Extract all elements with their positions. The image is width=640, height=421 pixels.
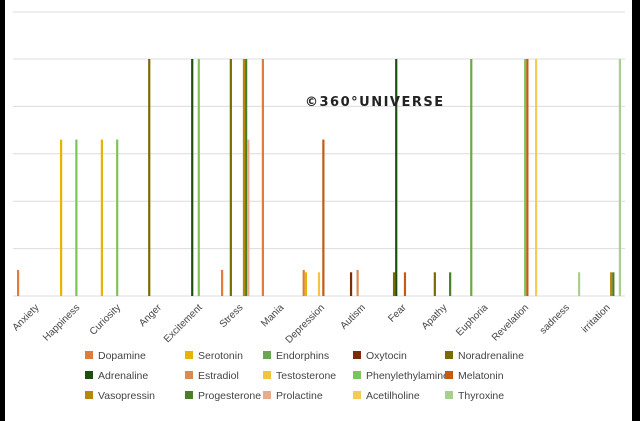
bar-oxytocin-autism [349,272,353,296]
x-tick-label: sadness [538,302,572,336]
watermark: ©360°UNIVERSE [305,95,445,110]
legend-swatch [185,371,193,379]
bar-dopamine-mania [261,59,264,296]
bar-phenylethylamine-revelation [524,59,527,296]
bar-vasopressin-stress [242,59,246,296]
legend-label: Endorphins [276,350,329,362]
x-tick-label: Curiosity [88,302,123,337]
legend-swatch [85,351,93,359]
x-tick-label: Apathy [420,302,450,332]
legend-label: Prolactine [276,390,323,402]
bar-progesterone-stress [245,59,248,296]
legend-label: Acetilholine [366,390,420,402]
bar-endorphins-euphoria [470,59,473,296]
bar-thyroxine-sadness [578,272,581,296]
x-tick-label: Depression [284,302,328,346]
legend-label: Serotonin [198,350,243,362]
legend-swatch [353,391,361,399]
legend-swatch [445,371,453,379]
legend-label: Phenylethylamine [366,370,449,382]
x-tick-label: Excitement [162,302,205,345]
x-tick-label: Happiness [41,302,82,343]
legend-swatch [353,371,361,379]
x-tick-label: Mania [259,302,286,329]
bar-dopamine-depression [302,269,305,296]
bar-phenylethylamine-curiosity [116,139,119,296]
legend-label: Testosterone [276,370,336,382]
legend-label: Oxytocin [366,350,407,362]
chart-svg: Anxiety Happiness Curiosity AngerExcitement… [11,11,625,402]
bar-estradiol-autism [356,269,359,296]
bar-vasopressin-irritation [610,272,613,296]
bar-noradrenaline-fear [392,272,396,296]
bar-adrenaline-excitement [191,59,194,296]
bar-melatonin-depression [322,139,325,296]
legend-swatch [85,391,93,399]
legend-label: Thyroxine [458,390,504,402]
legend-swatch [353,351,361,359]
x-tick-labels: Anxiety Happiness Curiosity AngerExcitement… [11,302,613,346]
legend-label: Estradiol [198,370,239,382]
bar-phenylethylamine-happiness [75,139,78,296]
bar-acetilholine-revelation [535,59,538,296]
legend-label: Dopamine [98,350,146,362]
bar-adrenaline-fear [395,59,398,296]
x-tick-label: Revelation [490,302,531,343]
bar-dopamine-stress [221,269,224,296]
legend-swatch [263,391,271,399]
x-tick-label: Fear [386,302,409,325]
legend-swatch [263,351,271,359]
bar-melatonin-fear [403,272,407,296]
legend-swatch [185,391,193,399]
bar-progesterone-irritation [612,272,615,296]
legend-swatch [185,351,193,359]
legend-label: Noradrenaline [458,350,524,362]
legend-swatch [263,371,271,379]
legend-label: Melatonin [458,370,504,382]
x-tick-label: Autism [339,302,368,331]
legend-swatch [85,371,93,379]
bar-prolactine-stress [247,139,250,296]
bar-testosterone-depression [317,272,321,296]
chart-frame: Anxiety Happiness Curiosity Anger Excitement… [5,0,632,421]
bar-dopamine-anxiety [17,269,20,296]
legend-label: Vasopressin [98,390,155,402]
x-tick-label: Anger [137,302,164,329]
legend-label: Progesterone [198,390,261,402]
bar-serotonin-happiness [59,139,63,296]
x-tick-label: Anxiety [11,302,42,333]
x-tick-label: Euphoria [454,302,490,338]
legend-swatch [445,391,453,399]
legend-label: Adrenaline [98,370,148,382]
x-tick-label: Stress [218,302,246,330]
bar-noradrenaline-apathy [433,272,436,296]
bar-thyroxine-irritation [618,59,621,296]
legend-swatch [445,351,453,359]
bar-phenylethylamine-excitement [197,59,200,296]
legend: Dopamine Serotonin Endorphins Oxytocin Norad… [85,350,524,402]
bar-noradrenaline-stress [229,59,232,296]
gridlines [13,11,625,297]
bar-progesterone-apathy [449,272,452,296]
bars [17,59,621,296]
bar-noradrenaline-anger [148,59,151,296]
bar-serotonin-curiosity [100,139,103,296]
bar-serotonin-depression [304,272,307,296]
bar-melatonin-revelation [526,59,529,296]
x-tick-label: irritation [580,302,613,335]
